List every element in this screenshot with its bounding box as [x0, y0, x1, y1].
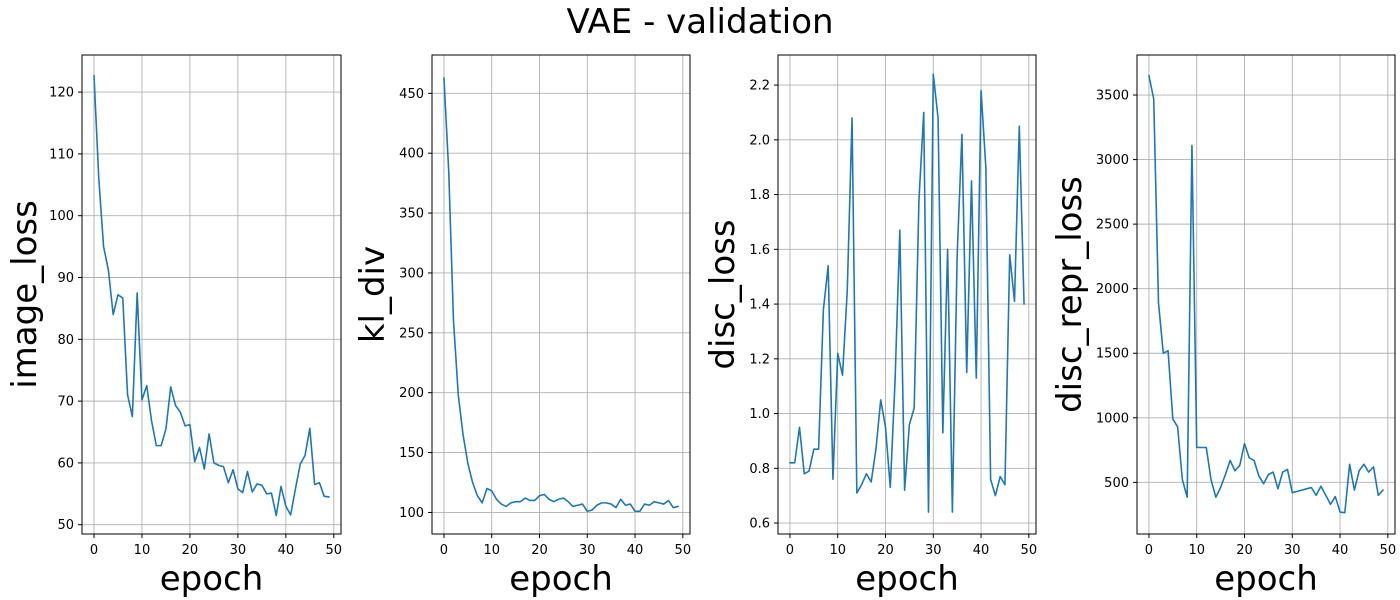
image-loss-xtick-label-0: 0 — [90, 543, 98, 558]
disc-loss-ytick-label-6: 1.8 — [749, 188, 770, 203]
kl-div-xtick-label-1: 10 — [483, 543, 500, 558]
subplot-kl-div: 0 10 20 30 40 50 100 150 200 250 300 350 400 450 epoch… — [353, 54, 692, 599]
kl-div-xtick-label-0: 0 — [440, 543, 448, 558]
disc-loss-ytick-label-4: 1.4 — [749, 298, 770, 313]
kl-div-xtick-label-2: 20 — [531, 543, 548, 558]
image-loss-ytick-label-2: 70 — [57, 395, 74, 410]
kl-div-xtick-label-3: 30 — [579, 543, 596, 558]
subplot-disc-loss: 0 10 20 30 40 50 0.6 0.8 1.0 1.2 1.4 1.6 1.8 2.0 2.2 ep… — [703, 54, 1038, 599]
disc-repr-loss-xtick-label-1: 10 — [1188, 543, 1205, 558]
image-loss-ytick-label-1: 60 — [57, 456, 74, 471]
disc-loss-xlabel: epoch — [855, 559, 959, 599]
disc-repr-loss-axes-frame — [1136, 54, 1396, 535]
kl-div-xtick-label-5: 50 — [675, 543, 692, 558]
image-loss-ytick-label-3: 80 — [57, 333, 74, 348]
subplot-disc-repr-loss: 0 10 20 30 40 50 500 1000 1500 2000 2500 3000 3500 ep… — [1050, 54, 1397, 599]
kl-div-xlabel: epoch — [509, 559, 613, 599]
kl-div-ytick-label-1: 150 — [399, 446, 424, 461]
disc-loss-ytick-label-7: 2.0 — [749, 133, 770, 148]
image-loss-series-line — [93, 74, 330, 517]
figure-title: VAE - validation — [566, 2, 833, 42]
disc-loss-ytick-label-2: 1.0 — [749, 407, 770, 422]
disc-loss-xtick-label-3: 30 — [925, 543, 942, 558]
disc-loss-ytick-label-3: 1.2 — [749, 352, 770, 367]
disc-loss-xtick-label-5: 50 — [1021, 543, 1038, 558]
kl-div-ytick-label-5: 350 — [399, 207, 424, 222]
image-loss-ytick-label-0: 50 — [57, 518, 74, 533]
kl-div-ytick-label-3: 250 — [399, 326, 424, 341]
disc-repr-loss-xtick-label-0: 0 — [1145, 543, 1153, 558]
kl-div-ylabel: kl_div — [353, 246, 393, 343]
disc-loss-xtick-label-1: 10 — [829, 543, 846, 558]
kl-div-xtick-label-4: 40 — [627, 543, 644, 558]
kl-div-axes-frame — [431, 54, 691, 535]
disc-loss-xtick-label-0: 0 — [786, 543, 794, 558]
disc-repr-loss-xlabel: epoch — [1214, 559, 1318, 599]
disc-repr-loss-ytick-label-1: 1000 — [1096, 411, 1129, 426]
disc-repr-loss-xtick-label-2: 20 — [1236, 543, 1253, 558]
disc-repr-loss-ylabel: disc_repr_loss — [1050, 176, 1090, 413]
image-loss-ytick-label-6: 110 — [49, 147, 74, 162]
disc-repr-loss-ytick-label-5: 3000 — [1096, 153, 1129, 168]
disc-repr-loss-ytick-label-3: 2000 — [1096, 282, 1129, 297]
disc-repr-loss-ytick-label-0: 500 — [1104, 476, 1129, 491]
image-loss-xtick-label-2: 20 — [182, 543, 199, 558]
disc-repr-loss-series-line — [1148, 74, 1384, 514]
disc-loss-series-line — [789, 73, 1025, 513]
disc-loss-ytick-label-5: 1.6 — [749, 243, 770, 258]
kl-div-ytick-label-4: 300 — [399, 266, 424, 281]
disc-repr-loss-xtick-label-5: 50 — [1380, 543, 1397, 558]
disc-repr-loss-xtick-label-3: 30 — [1284, 543, 1301, 558]
image-loss-xtick-label-3: 30 — [230, 543, 247, 558]
image-loss-ytick-label-4: 90 — [57, 271, 74, 286]
kl-div-ytick-label-7: 450 — [399, 87, 424, 102]
kl-div-ytick-label-6: 400 — [399, 147, 424, 162]
image-loss-xtick-label-4: 40 — [278, 543, 295, 558]
image-loss-ytick-label-5: 100 — [49, 209, 74, 224]
subplot-image-loss: 0 10 20 30 40 50 50 60 70 80 90 100 110 120 epoch image… — [5, 54, 343, 599]
image-loss-xlabel: epoch — [160, 559, 264, 599]
disc-loss-ylabel: disc_loss — [703, 219, 743, 369]
kl-div-ytick-label-0: 100 — [399, 506, 424, 521]
disc-repr-loss-ytick-label-2: 1500 — [1096, 347, 1129, 362]
image-loss-ylabel: image_loss — [5, 200, 45, 389]
disc-repr-loss-ytick-label-6: 3500 — [1096, 89, 1129, 104]
image-loss-xtick-label-1: 10 — [134, 543, 151, 558]
disc-loss-xtick-label-2: 20 — [877, 543, 894, 558]
disc-loss-xtick-label-4: 40 — [973, 543, 990, 558]
disc-loss-axes-frame — [777, 54, 1037, 535]
disc-repr-loss-xtick-label-4: 40 — [1332, 543, 1349, 558]
disc-loss-ytick-label-8: 2.2 — [749, 79, 770, 94]
image-loss-ytick-label-7: 120 — [49, 86, 74, 101]
kl-div-ytick-label-2: 200 — [399, 386, 424, 401]
image-loss-axes-frame — [81, 54, 342, 535]
image-loss-xtick-label-5: 50 — [326, 543, 343, 558]
disc-repr-loss-ytick-label-4: 2500 — [1096, 218, 1129, 233]
disc-loss-ytick-label-1: 0.8 — [749, 462, 770, 477]
kl-div-series-line — [443, 76, 679, 513]
disc-loss-ytick-label-0: 0.6 — [749, 517, 770, 532]
